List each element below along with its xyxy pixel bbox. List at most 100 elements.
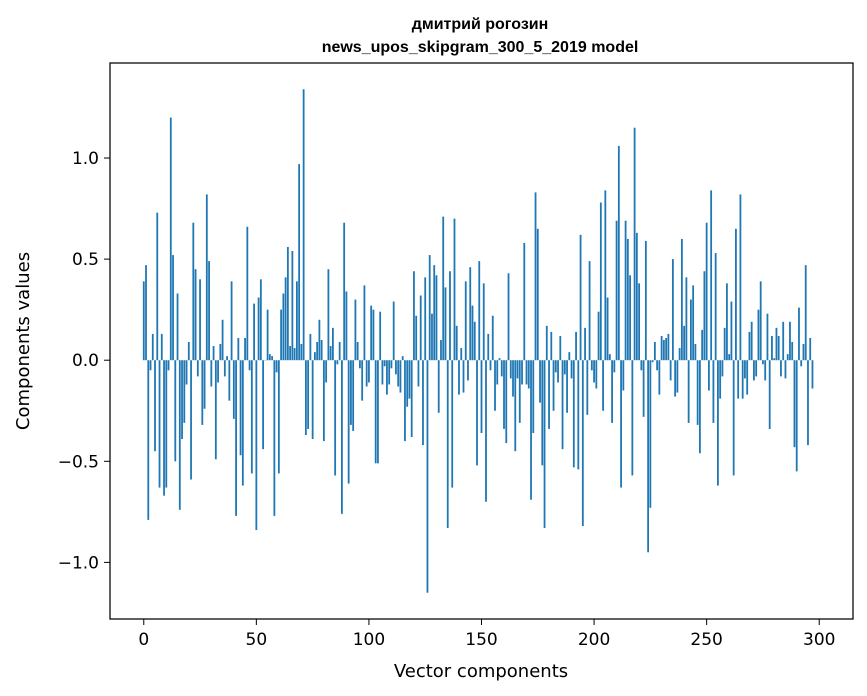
bar <box>577 360 580 470</box>
bar <box>433 265 436 361</box>
bar <box>372 309 375 361</box>
bar <box>762 360 764 365</box>
bar <box>793 360 796 448</box>
bar <box>329 346 332 361</box>
bar <box>205 194 208 361</box>
bar <box>318 319 321 361</box>
bar <box>453 218 456 361</box>
bar <box>435 275 438 361</box>
bar <box>651 360 654 363</box>
bar <box>368 360 370 383</box>
bar <box>300 344 303 361</box>
bar <box>156 212 159 361</box>
bar <box>246 226 249 361</box>
bar <box>226 356 228 361</box>
bar <box>363 285 366 361</box>
x-tick-label: 50 <box>246 630 268 650</box>
y-tick-label: −0.5 <box>58 452 99 472</box>
bar <box>142 281 145 361</box>
bar <box>777 335 780 361</box>
bar <box>350 360 352 425</box>
bar <box>431 313 433 361</box>
bar <box>365 360 368 387</box>
bar <box>581 360 584 526</box>
bar <box>199 279 201 361</box>
bar <box>408 360 411 399</box>
bar <box>780 360 782 377</box>
bar <box>559 335 562 361</box>
bar <box>273 360 276 516</box>
bar <box>658 360 661 395</box>
bar <box>336 360 339 365</box>
bar <box>757 309 760 361</box>
bar <box>167 360 170 371</box>
bar <box>210 360 213 387</box>
bar <box>419 295 422 361</box>
bar <box>678 348 681 361</box>
bar <box>804 265 807 361</box>
bar <box>165 360 168 488</box>
bar <box>554 360 557 373</box>
bar <box>392 301 395 361</box>
bar <box>480 360 483 433</box>
bar <box>791 342 794 361</box>
bar <box>728 354 731 361</box>
bar <box>494 360 496 411</box>
bar <box>332 327 334 361</box>
bar <box>237 337 240 361</box>
bar <box>379 311 382 361</box>
bar <box>356 342 359 361</box>
chart-subtitle: news_upos_skipgram_300_5_2019 model <box>322 39 639 56</box>
bar <box>802 344 805 361</box>
bar <box>277 360 280 474</box>
bar <box>485 360 487 502</box>
bar <box>467 360 469 381</box>
bar <box>773 358 776 361</box>
bar <box>410 360 413 438</box>
bar <box>185 360 188 385</box>
bar <box>656 360 659 371</box>
bar <box>647 360 650 553</box>
bar <box>487 333 490 361</box>
bar <box>771 335 773 361</box>
bar <box>541 360 544 466</box>
bar <box>145 265 147 361</box>
bar <box>160 333 163 361</box>
bar <box>496 360 499 385</box>
bar <box>271 356 274 361</box>
bar <box>334 360 337 476</box>
bar-series <box>142 89 814 593</box>
bar <box>795 360 798 472</box>
bar <box>608 354 611 361</box>
bar <box>187 342 190 361</box>
bar <box>710 190 713 361</box>
bar <box>604 190 607 361</box>
bar <box>642 360 645 417</box>
bar <box>268 354 271 361</box>
bar <box>518 360 521 423</box>
bar <box>680 238 683 361</box>
bar <box>723 327 726 361</box>
bar <box>307 360 310 429</box>
bar <box>719 360 722 399</box>
bar <box>726 283 728 361</box>
bar <box>478 261 481 361</box>
bar <box>633 127 636 361</box>
bar <box>469 267 472 361</box>
bar <box>507 273 510 361</box>
bar <box>617 145 620 361</box>
bar <box>250 360 253 474</box>
bar <box>253 303 255 361</box>
bar <box>390 360 393 369</box>
bar <box>347 360 350 484</box>
bar <box>521 360 523 385</box>
bar <box>750 321 753 361</box>
bar <box>683 325 686 361</box>
bar <box>626 238 629 361</box>
bar <box>606 297 609 361</box>
bar <box>491 315 494 361</box>
bar <box>669 360 672 381</box>
bar <box>259 279 262 361</box>
bar <box>302 89 305 361</box>
